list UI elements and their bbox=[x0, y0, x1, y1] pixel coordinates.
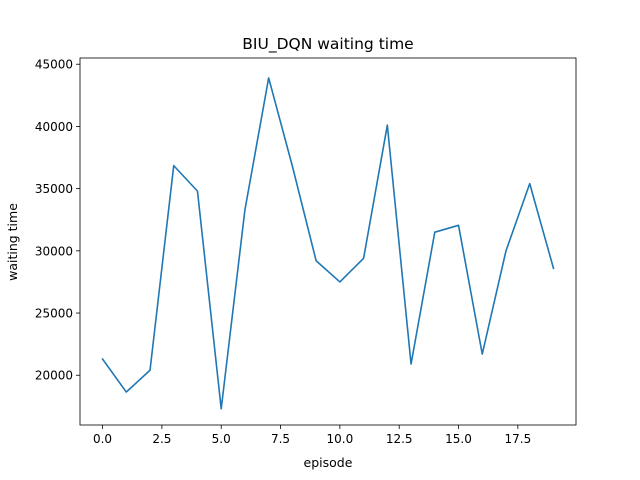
y-tick-label: 30000 bbox=[35, 244, 73, 258]
y-tick-label: 45000 bbox=[35, 58, 73, 72]
y-tick-label: 35000 bbox=[35, 182, 73, 196]
x-tick-label: 0.0 bbox=[93, 432, 112, 446]
x-tick-label: 10.0 bbox=[327, 432, 354, 446]
x-tick-label: 2.5 bbox=[152, 432, 171, 446]
x-tick-label: 17.5 bbox=[504, 432, 531, 446]
plot-area: 0.0 2.5 5.0 7.5 10.0 12.5 15.0 17.5 20000 25000 30… bbox=[35, 57, 577, 446]
x-tick-label: 15.0 bbox=[445, 432, 472, 446]
x-axis-label: episode bbox=[304, 455, 353, 470]
x-tick-label: 12.5 bbox=[386, 432, 413, 446]
series-line-0 bbox=[101, 77, 555, 410]
y-axis-label: waiting time bbox=[5, 203, 20, 281]
chart-title: BIU_DQN waiting time bbox=[242, 35, 413, 54]
x-tick-label: 7.5 bbox=[271, 432, 290, 446]
y-tick-label: 20000 bbox=[35, 369, 73, 383]
x-tick-label: 5.0 bbox=[212, 432, 231, 446]
axes-frame bbox=[79, 57, 577, 426]
y-tick-label: 40000 bbox=[35, 120, 73, 134]
y-tick-label: 25000 bbox=[35, 307, 73, 321]
